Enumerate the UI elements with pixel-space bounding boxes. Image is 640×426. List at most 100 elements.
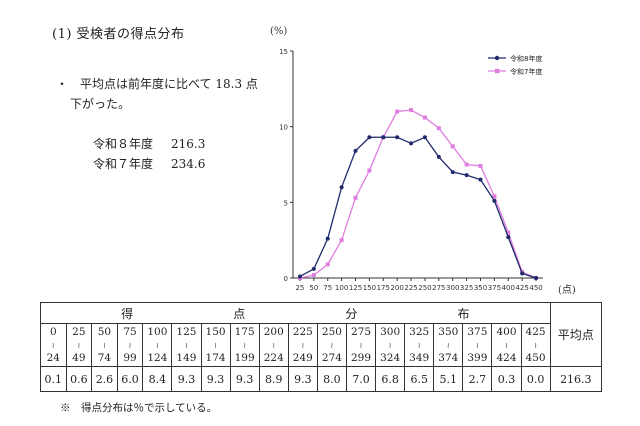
legend-label: 令和8年度 [510, 54, 542, 63]
data-point [436, 154, 441, 159]
summary-line-1: 平均点は前年度に比べて 18.3 点 [80, 77, 258, 91]
range-to: 374 [438, 351, 459, 364]
x-tick-label: 225 [404, 284, 417, 292]
header-char: 点 [233, 306, 246, 321]
data-point [506, 230, 511, 235]
data-point [325, 262, 330, 267]
range-tilde: ≀ [446, 340, 450, 350]
range-from: 75 [123, 325, 137, 338]
value-cell: 8.9 [258, 366, 289, 392]
x-tick-label: 200 [390, 284, 403, 292]
data-point [492, 194, 497, 199]
data-point [422, 135, 427, 140]
data-point [297, 274, 302, 279]
average-value: 234.6 [171, 157, 206, 171]
range-to: 49 [72, 351, 86, 364]
range-tilde: ≀ [475, 340, 479, 350]
value-cell: 6.8 [375, 366, 406, 392]
value-cell: 8.0 [316, 366, 347, 392]
value-cell: 0.3 [491, 366, 522, 392]
range-cell: 400 ≀ 424 [491, 323, 522, 367]
range-row: 0 ≀ 24 25 ≀ 49 50 ≀ 74 75 ≀ 99 100 ≀ 124 125 ≀ 149 150 ≀ 174… [40, 323, 602, 367]
range-tilde: ≀ [102, 340, 106, 350]
range-from: 175 [234, 325, 255, 338]
range-from: 50 [97, 325, 112, 338]
range-to: 199 [234, 351, 255, 364]
range-from: 200 [263, 325, 284, 338]
data-point [311, 266, 316, 271]
x-tick-label: 125 [349, 284, 362, 292]
average-header: 平均点 [549, 302, 603, 367]
x-tick-label: 25 [295, 284, 304, 292]
average-row: 令和７年度 234.6 [93, 154, 205, 174]
range-tilde: ≀ [214, 340, 218, 350]
value-cell: 0.1 [40, 366, 67, 392]
range-from: 400 [496, 325, 517, 338]
y-axis-label: (%) [270, 26, 287, 37]
y-tick-label: 10 [279, 124, 288, 132]
range-tilde: ≀ [388, 340, 392, 350]
data-point [381, 135, 386, 140]
range-from: 100 [147, 325, 168, 338]
legend-marker [495, 68, 500, 74]
value-cell: 0.6 [65, 366, 93, 392]
average-value: 216.3 [171, 137, 206, 151]
x-tick-label: 50 [309, 284, 318, 292]
range-tilde: ≀ [184, 340, 188, 350]
data-point [311, 272, 316, 277]
x-tick-label: 75 [323, 284, 332, 292]
average-label: 令和８年度 [93, 137, 154, 151]
value-cell: 2.7 [462, 366, 493, 392]
range-to: 149 [176, 351, 197, 364]
x-tick-label: 450 [529, 284, 542, 292]
range-tilde: ≀ [243, 340, 247, 350]
value-cell: 6.5 [404, 366, 435, 392]
range-cell: 225 ≀ 249 [287, 323, 318, 367]
value-cell: 5.1 [433, 366, 464, 392]
range-to: 99 [123, 351, 137, 364]
range-to: 24 [46, 351, 60, 364]
data-point [478, 164, 483, 169]
data-point [520, 271, 525, 276]
data-point [450, 144, 455, 149]
range-to: 324 [380, 351, 401, 364]
data-point [339, 238, 344, 243]
x-tick-label: 150 [363, 284, 376, 292]
range-cell: 325 ≀ 349 [404, 323, 435, 367]
series-reiwa8 [297, 135, 539, 280]
distribution-header: 得 点 分 布 [40, 302, 551, 324]
data-point [464, 162, 469, 167]
header-char: 布 [457, 306, 470, 321]
x-tick-label: 250 [418, 284, 431, 292]
range-cell: 425 ≀ 450 [520, 323, 551, 367]
data-point [409, 141, 414, 146]
range-to: 299 [350, 351, 372, 364]
range-cell: 250 ≀ 274 [316, 323, 347, 367]
y-tick-label: 15 [279, 48, 288, 56]
range-cell: 200 ≀ 224 [258, 323, 289, 367]
range-cell: 350 ≀ 374 [433, 323, 464, 367]
distribution-table: 得 点 分 布 平均点 0 ≀ 24 25 ≀ 49 50 ≀ 74 75 ≀ 99 100 ≀ 124 12… [40, 302, 603, 392]
range-tilde: ≀ [51, 340, 55, 350]
data-point [395, 109, 400, 114]
header-char: 分 [345, 306, 358, 321]
value-cell: 0.0 [520, 366, 551, 392]
range-to: 399 [467, 351, 488, 364]
data-point [506, 235, 511, 240]
summary-text: ・ 平均点は前年度に比べて 18.3 点 下がった。 [56, 74, 258, 114]
range-cell: 50 ≀ 74 [91, 323, 118, 367]
data-point [367, 168, 372, 173]
range-to: 450 [525, 351, 546, 364]
range-from: 250 [321, 325, 342, 338]
range-cell: 150 ≀ 174 [200, 323, 231, 367]
range-to: 249 [292, 351, 313, 364]
y-tick-label: 0 [284, 275, 288, 283]
data-point [353, 148, 358, 153]
section-heading: (1) 受検者の得点分布 [52, 27, 185, 42]
average-cell: 216.3 [549, 366, 603, 392]
range-tilde: ≀ [301, 340, 305, 350]
series-line [299, 136, 537, 279]
range-tilde: ≀ [77, 340, 81, 350]
bullet: ・ [56, 77, 69, 91]
value-cell: 6.0 [116, 366, 144, 392]
